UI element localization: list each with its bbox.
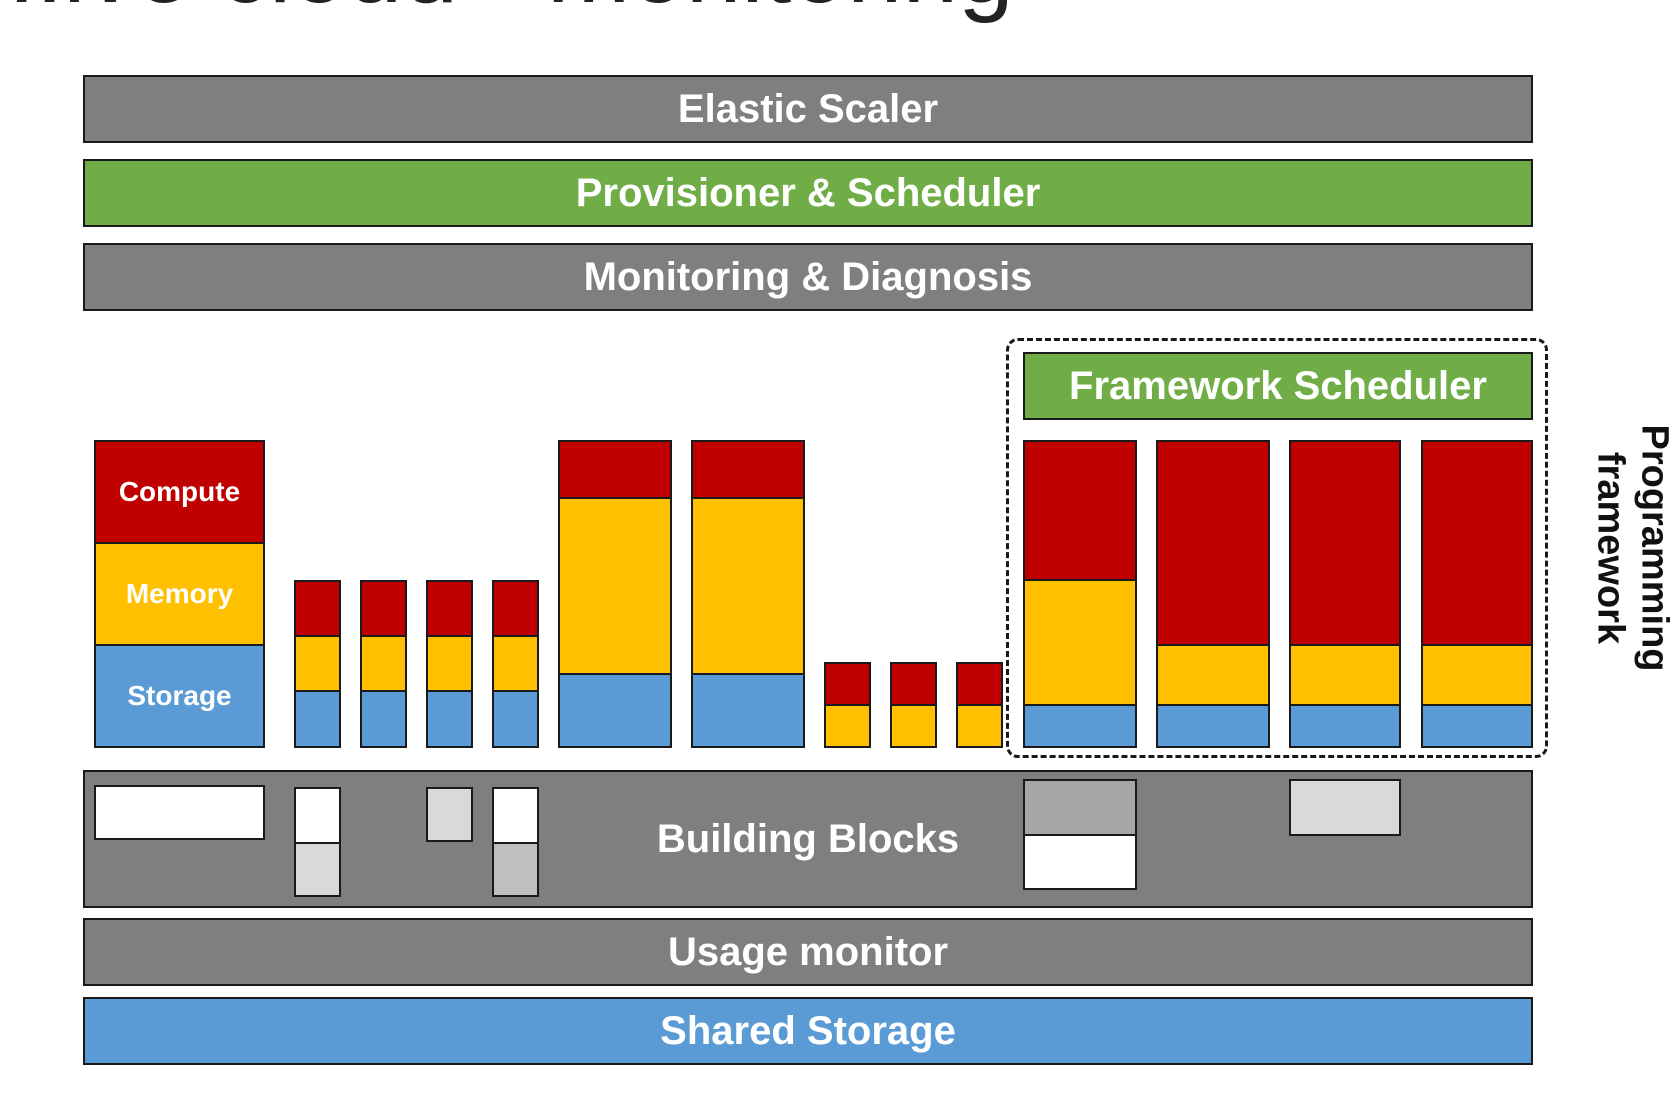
resource-memory-block bbox=[691, 497, 805, 675]
building-block-tile bbox=[294, 842, 341, 897]
resource-memory-block bbox=[1156, 644, 1270, 706]
resource-memory-block bbox=[956, 704, 1003, 748]
resource-compute-block bbox=[1156, 440, 1270, 646]
resource-storage-block bbox=[691, 673, 805, 748]
storage-segment: Storage bbox=[94, 644, 265, 748]
monitoring-diagnosis-layer: Monitoring & Diagnosis bbox=[83, 243, 1533, 311]
resource-memory-block bbox=[558, 497, 672, 675]
resource-memory-block bbox=[1421, 644, 1533, 706]
resource-compute-block bbox=[890, 662, 937, 706]
resource-storage-block bbox=[360, 690, 407, 748]
resource-storage-block bbox=[426, 690, 473, 748]
resource-memory-block bbox=[294, 635, 341, 692]
shared-storage-layer: Shared Storage bbox=[83, 997, 1533, 1065]
provisioner-scheduler-layer: Provisioner & Scheduler bbox=[83, 159, 1533, 227]
resource-compute-block bbox=[426, 580, 473, 637]
elastic-scaler-layer: Elastic Scaler bbox=[83, 75, 1533, 143]
resource-storage-block bbox=[492, 690, 539, 748]
building-block-tile bbox=[294, 787, 341, 844]
building-block-tile bbox=[94, 785, 265, 840]
resource-memory-block bbox=[1289, 644, 1401, 706]
resource-compute-block bbox=[956, 662, 1003, 706]
programming-framework-label-line2: framework bbox=[1590, 451, 1632, 645]
usage-monitor-layer: Usage monitor bbox=[83, 918, 1533, 986]
slide-title-fragment: ...ive cloud - monitoring bbox=[0, 0, 1014, 18]
compute-segment: Compute bbox=[94, 440, 265, 544]
resource-compute-block bbox=[824, 662, 871, 706]
building-block-tile bbox=[492, 842, 539, 897]
resource-compute-block bbox=[294, 580, 341, 637]
building-block-tile bbox=[492, 787, 539, 844]
resource-memory-block bbox=[360, 635, 407, 692]
resource-compute-block bbox=[1023, 440, 1137, 581]
resource-storage-block bbox=[1023, 704, 1137, 748]
resource-memory-block bbox=[426, 635, 473, 692]
programming-framework-label-line1: Programming bbox=[1633, 424, 1674, 672]
resource-storage-block bbox=[558, 673, 672, 748]
resource-storage-block bbox=[1156, 704, 1270, 748]
resource-compute-block bbox=[492, 580, 539, 637]
programming-framework-boundary bbox=[1006, 338, 1548, 758]
framework-scheduler-layer: Framework Scheduler bbox=[1023, 352, 1533, 420]
programming-framework-label: Programming framework bbox=[1588, 424, 1674, 671]
building-block-tile bbox=[426, 787, 473, 842]
memory-segment: Memory bbox=[94, 542, 265, 646]
resource-memory-block bbox=[492, 635, 539, 692]
resource-memory-block bbox=[890, 704, 937, 748]
resource-compute-block bbox=[1421, 440, 1533, 646]
resource-memory-block bbox=[824, 704, 871, 748]
building-block-tile bbox=[1289, 779, 1401, 836]
resource-compute-block bbox=[1289, 440, 1401, 646]
resource-storage-block bbox=[1289, 704, 1401, 748]
building-block-tile bbox=[1023, 834, 1137, 890]
resource-storage-block bbox=[294, 690, 341, 748]
resource-compute-block bbox=[360, 580, 407, 637]
resource-storage-block bbox=[1421, 704, 1533, 748]
resource-memory-block bbox=[1023, 579, 1137, 706]
resource-compute-block bbox=[558, 440, 672, 499]
resource-compute-block bbox=[691, 440, 805, 499]
building-block-tile bbox=[1023, 779, 1137, 836]
